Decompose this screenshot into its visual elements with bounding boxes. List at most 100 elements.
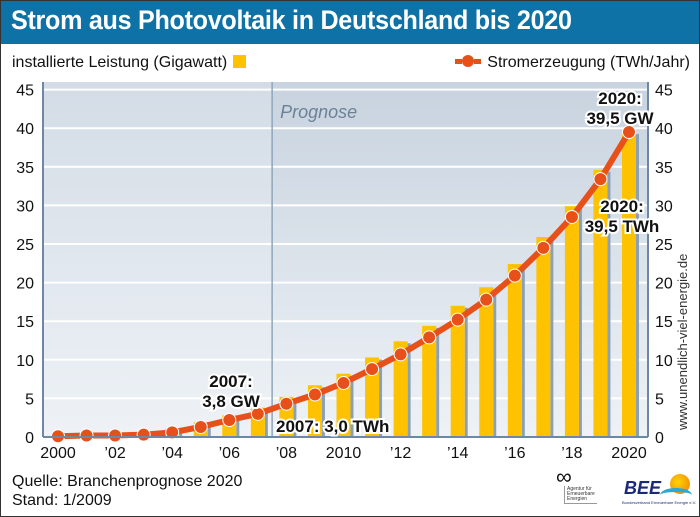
x-tick-label: ’14	[447, 445, 468, 462]
x-tick-label: 2000	[40, 445, 76, 462]
bar-shadow	[636, 134, 639, 437]
x-tick-label: ’16	[504, 445, 525, 462]
line-point-2010	[336, 375, 351, 390]
y-tick-label-left: 35	[16, 160, 34, 177]
line-point-2016	[507, 268, 522, 283]
y-tick-label-left: 25	[16, 237, 34, 254]
y-tick-label-left: 10	[16, 353, 34, 370]
bar-shadow	[379, 359, 383, 437]
line-point-2017	[536, 240, 551, 255]
x-tick-label: ’02	[104, 445, 125, 462]
source-text: Quelle: Branchenprognose 2020	[12, 473, 243, 490]
bar-2018	[564, 206, 579, 437]
line-point-2007	[250, 406, 265, 421]
annotation-twh2020: 2020:	[600, 197, 643, 216]
bar-2017	[536, 237, 551, 437]
bar-shadow	[207, 424, 211, 437]
bar-2014	[450, 305, 465, 437]
prognose-label: Prognose	[280, 102, 357, 122]
line-point-2002	[108, 428, 123, 443]
line-point-2005	[193, 419, 208, 434]
x-tick-label: ’06	[219, 445, 240, 462]
chart-title: Strom aus Photovoltaik in Deutschland bi…	[11, 5, 572, 35]
legend-line-label: Stromerzeugung (TWh/Jahr)	[487, 54, 690, 71]
bee-logo-subtitle: Bundesverband Erneuerbare Energie e.V.	[622, 500, 697, 505]
infinity-icon: ∞	[556, 464, 572, 489]
x-tick-label: ’12	[390, 445, 411, 462]
line-marker-icon	[455, 55, 482, 68]
website-url: www.unendlich-viel-energie.de	[675, 253, 690, 430]
bar-shadow	[493, 289, 497, 437]
y-tick-label-right: 10	[655, 353, 673, 370]
x-tick-label: 2010	[326, 445, 362, 462]
y-tick-label-right: 25	[655, 237, 673, 254]
bar-shadow	[321, 387, 325, 437]
annotation-twh2020: 39,5 TWh	[585, 217, 660, 236]
x-tick-label: ’18	[561, 445, 582, 462]
wave-icon	[660, 488, 692, 502]
y-tick-label-left: 30	[16, 198, 34, 215]
bee-logo-text: BEE	[624, 478, 662, 498]
bar-2010	[336, 373, 351, 437]
line-point-2006	[222, 413, 237, 428]
x-tick-label: 2020	[611, 445, 647, 462]
footer: Quelle: Branchenprognose 2020 Stand: 1/2…	[12, 472, 242, 510]
y-tick-label-left: 0	[25, 430, 34, 447]
bar-shadow	[350, 375, 354, 437]
y-tick-label-left: 40	[16, 121, 34, 138]
y-tick-label-right: 0	[655, 430, 664, 447]
y-tick-label-left: 20	[16, 276, 34, 293]
legend-bars-label: installierte Leistung (Gigawatt)	[12, 54, 228, 71]
bar-shadow	[550, 239, 554, 437]
y-tick-label-right: 40	[655, 121, 673, 138]
annotation-gw2020: 2020:	[598, 89, 641, 108]
aee-logo: ∞ Agentur für Erneuerbare Energien	[556, 464, 616, 510]
y-tick-label-left: 45	[16, 83, 34, 100]
y-tick-label-right: 45	[655, 83, 673, 100]
y-tick-label-right: 30	[655, 198, 673, 215]
bar-shadow	[407, 343, 411, 437]
date-text: Stand: 1/2009	[12, 492, 112, 509]
bar-shadow	[264, 409, 268, 437]
x-tick-label: ’08	[276, 445, 297, 462]
bar-2012	[393, 341, 408, 437]
line-point-2003	[136, 427, 151, 442]
annotation-gw2020: 39,5 GW	[586, 109, 654, 128]
bar-shadow	[293, 398, 297, 437]
bar-2016	[507, 264, 522, 437]
bar-2020	[622, 132, 636, 437]
bar-shadow	[521, 266, 525, 437]
bar-2015	[479, 287, 494, 437]
aee-logo-text: Agentur für Erneuerbare Energien	[564, 486, 597, 504]
y-tick-label-left: 15	[16, 314, 34, 331]
bar-shadow	[464, 307, 468, 437]
line-point-2019	[593, 172, 608, 187]
bar-swatch-icon	[233, 55, 247, 68]
bar-2019	[593, 169, 608, 437]
legend-line: Stromerzeugung (TWh/Jahr)	[455, 54, 690, 72]
line-point-2012	[393, 347, 408, 362]
line-point-2011	[365, 362, 380, 377]
title-bar: Strom aus Photovoltaik in Deutschland bi…	[1, 1, 699, 44]
bar-shadow	[578, 208, 582, 437]
annotation-gw2007: 2007:	[209, 372, 252, 391]
history-background	[43, 82, 273, 437]
annotation-gw2007: 3,8 GW	[202, 392, 261, 411]
line-point-2015	[479, 292, 494, 307]
annotation-twh2007: 2007: 3,0 TWh	[276, 417, 389, 436]
line-point-2004	[165, 425, 180, 440]
bar-2011	[365, 357, 380, 437]
bar-shadow	[236, 417, 240, 437]
y-tick-label-left: 5	[25, 391, 34, 408]
legend-bars: installierte Leistung (Gigawatt)	[12, 54, 247, 72]
bee-logo: BEE Bundesverband Erneuerbare Energie e.…	[622, 472, 697, 510]
y-tick-label-right: 15	[655, 314, 673, 331]
x-tick-label: ’04	[162, 445, 183, 462]
bar-2013	[422, 325, 437, 437]
line-point-2013	[422, 330, 437, 345]
line-point-2020	[622, 125, 636, 140]
line-point-2009	[307, 387, 322, 402]
line-point-2014	[450, 312, 465, 327]
bar-shadow	[436, 327, 440, 437]
